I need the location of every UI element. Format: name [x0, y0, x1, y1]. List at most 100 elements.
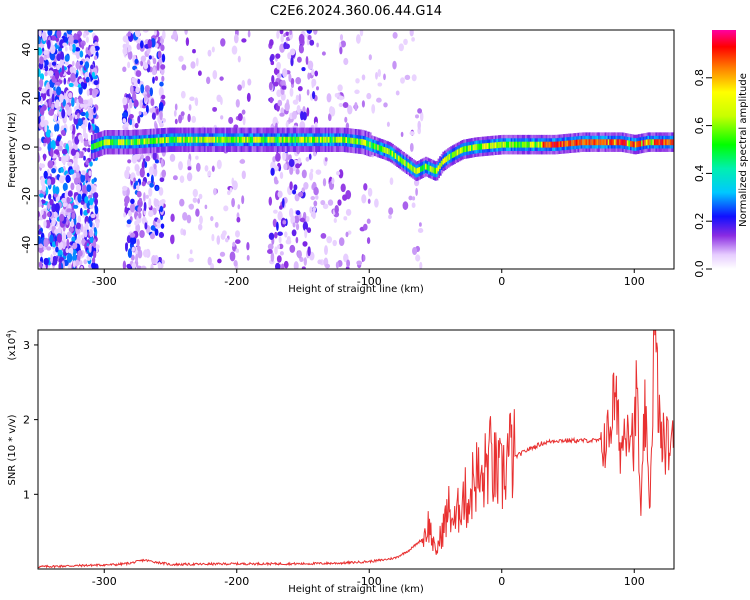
spectrogram-noise-cell: [241, 38, 247, 43]
spectrogram-noise-cell: [94, 198, 98, 206]
spectrogram-noise-cell: [136, 190, 142, 198]
spectrogram-noise-cell: [159, 110, 163, 121]
spectrogram-noise-cell: [131, 118, 135, 129]
spectrogram-noise-cell: [80, 67, 84, 76]
spectrogram-noise-cell: [143, 93, 147, 102]
spectrogram-ridge-core: [297, 136, 301, 143]
spectrogram-ridge-core: [501, 141, 504, 148]
spectrogram-ridge-core: [345, 137, 348, 143]
spectrogram-noise-cell: [417, 108, 423, 114]
spectrogram-noise-cell: [142, 111, 148, 116]
spectrogram-noise-cell: [366, 218, 371, 224]
spectrogram-noise-cell: [192, 49, 196, 54]
spectrogram-ridge-core: [140, 138, 143, 145]
spectrogram-ridge-core: [176, 136, 180, 143]
spectrogram-noise-cell: [246, 92, 251, 103]
spectrogram-noise-cell: [311, 91, 316, 100]
spectrogram-ridge-core: [577, 139, 580, 146]
spectrogram-ridge-core: [129, 139, 132, 146]
spectrogram-ridge-core: [156, 137, 159, 144]
spectrogram-ridge-core: [466, 145, 469, 152]
spectrogram-noise-cell: [122, 96, 128, 106]
spectrogram-noise-cell: [40, 115, 45, 121]
spectrogram-ridge-core: [135, 139, 138, 145]
spectrogram-ridge-core: [517, 141, 520, 148]
spectrogram-noise-cell: [93, 192, 99, 199]
spectrogram-ridge-core: [666, 139, 669, 146]
spectrogram-ridge-core: [121, 139, 124, 146]
spectrogram-ridge-core: [672, 139, 674, 146]
snr-y-axis: 1 2 3: [23, 339, 38, 501]
spectrogram-noise-cell: [296, 56, 302, 63]
spectrogram-noise-cell: [95, 220, 100, 229]
spectrogram-noise-cell: [80, 81, 85, 88]
spectrogram-noise-cell: [284, 102, 290, 112]
spectrogram-noise-cell: [409, 30, 414, 37]
spectrogram-noise-cell: [207, 49, 212, 57]
spectrogram-noise-cell: [68, 227, 74, 233]
spectrogram-noise-cell: [85, 221, 89, 230]
spectrogram-noise-cell: [127, 50, 133, 60]
spectrogram-noise-cell: [121, 185, 128, 191]
spectrogram-noise-cell: [76, 222, 81, 230]
spectrogram-ridge-core: [453, 151, 456, 158]
spectrogram-noise-cell: [154, 228, 159, 236]
spectrogram-ridge-core: [491, 142, 495, 149]
spectrogram-noise-cell: [403, 38, 408, 46]
spectrogram-noise-cell: [152, 57, 157, 65]
spectrogram-noise-cell: [235, 230, 240, 238]
spectrogram-ridge-core: [547, 141, 550, 148]
spectrogram-noise-cell: [61, 64, 65, 75]
spectrogram-noise-cell: [38, 47, 43, 56]
spectrogram-noise-cell: [44, 71, 48, 77]
x-tick-label: -300: [92, 275, 117, 288]
spectrogram-ridge-core: [331, 136, 334, 143]
spectrogram-ridge-core: [614, 139, 617, 146]
spectrogram-noise-cell: [194, 97, 199, 106]
spectrogram-ridge-core: [657, 139, 660, 146]
spectrogram-noise-cell: [71, 60, 75, 67]
spectrogram-noise-cell: [327, 199, 334, 206]
spectrogram-noise-cell: [158, 187, 164, 196]
spectrogram-ridge-core: [389, 149, 393, 156]
spectrogram-ridge-core: [318, 136, 321, 143]
spectrogram-noise-cell: [237, 84, 242, 91]
spectrogram-ridge-core: [634, 141, 638, 148]
spectrogram-noise-cell: [283, 33, 286, 38]
spectrogram-ridge-core: [533, 141, 536, 148]
spectrogram-noise-cell: [71, 236, 76, 243]
spectrogram-noise-cell: [304, 228, 308, 239]
spectrogram-ridge-core: [633, 141, 636, 148]
spectrogram-ridge-core: [219, 136, 223, 143]
spectrogram-ridge-core: [202, 136, 205, 143]
spectrogram-ridge-core: [242, 136, 245, 143]
spectrogram-noise-cell: [130, 198, 135, 205]
spectrogram-noise-cell: [415, 114, 419, 119]
spectrogram-ridge-core: [630, 140, 633, 147]
spectrogram-noise-cell: [333, 217, 337, 224]
spectrogram-noise-cell: [150, 263, 154, 269]
spectrogram-noise-cell: [161, 53, 166, 63]
spectrogram-noise-cell: [48, 109, 54, 116]
spectrogram-noise-cell: [361, 100, 365, 108]
spectrogram-ridge-core: [650, 139, 654, 146]
spectrogram-ridge-core: [191, 136, 194, 143]
spectrogram-ridge-core: [482, 143, 485, 150]
spectrogram-noise-cell: [59, 93, 64, 103]
spectrogram-ridge-core: [280, 136, 283, 143]
spectrogram-ridge-core: [366, 140, 369, 147]
spectrogram-ridge-core: [615, 139, 619, 146]
spectrogram-noise-cell: [301, 67, 306, 72]
spectrogram-noise-cell: [236, 216, 241, 223]
spectrogram-noise-cell: [295, 223, 300, 231]
spectrogram-noise-cell: [327, 113, 332, 122]
spectrogram-ridge-core: [665, 139, 668, 146]
spectrogram-noise-cell: [288, 158, 295, 168]
spectrogram-noise-cell: [195, 162, 201, 172]
spectrogram-noise-cell: [301, 169, 307, 179]
spectrogram-noise-cell: [339, 46, 343, 55]
spectrogram-noise-cell: [315, 195, 319, 200]
spectrogram-ridge-core: [250, 136, 253, 143]
x-tick-label: 100: [624, 575, 645, 588]
spectrogram-ridge-core: [94, 143, 97, 149]
